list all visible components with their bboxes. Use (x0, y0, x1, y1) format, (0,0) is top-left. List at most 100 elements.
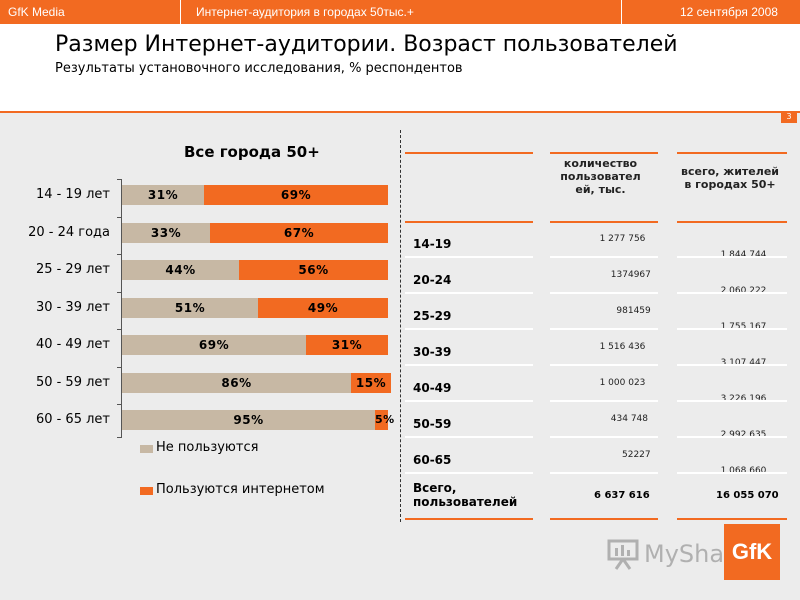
row-divider (677, 328, 787, 330)
brand-label: GfK Media (8, 5, 65, 19)
bar-not-using: 44% (122, 260, 239, 280)
chart-y-axis (121, 180, 122, 438)
slide-title: Размер Интернет-аудитории. Возраст польз… (55, 32, 678, 57)
category-label: 40 - 49 лет (35, 337, 110, 352)
table-rule (405, 221, 533, 223)
row-divider (550, 256, 658, 258)
bar-not-using: 86% (122, 373, 351, 393)
category-label: 30 - 39 лет (35, 300, 110, 315)
bar-not-using: 95% (122, 410, 375, 430)
population-column-header: всего, жителей в городах 50+ (681, 165, 779, 191)
top-bar: GfK Media Интернет-аудитория в городах 5… (0, 0, 800, 24)
axis-tick (117, 217, 122, 218)
row-divider (677, 364, 787, 366)
axis-tick (117, 367, 122, 368)
table-rule (677, 152, 787, 154)
legend-label-using: Пользуются интернетом (156, 482, 325, 497)
population-cell: 1 755 167 (720, 322, 767, 332)
population-cell: 1 068 660 (720, 466, 767, 476)
users-cell: 52227 (622, 450, 651, 460)
row-divider (550, 436, 658, 438)
row-label: 50-59 (413, 417, 452, 431)
axis-tick (117, 179, 122, 180)
bar-using: 15% (351, 373, 391, 393)
table-rule (550, 518, 658, 520)
bar-using: 49% (258, 298, 388, 318)
total-label: Всего, пользователей (413, 481, 518, 509)
legend-swatch-using (140, 487, 153, 495)
population-cell: 1 844 744 (720, 250, 767, 260)
date-label: 12 сентября 2008 (680, 5, 778, 19)
users-cell: 1 277 756 (599, 234, 646, 244)
axis-tick (117, 254, 122, 255)
category-label: 14 - 19 лет (35, 187, 110, 202)
population-cell: 2 992 635 (720, 430, 767, 440)
bar-using: 67% (210, 223, 388, 243)
row-divider (677, 400, 787, 402)
users-cell: 434 748 (610, 414, 649, 424)
row-divider (405, 472, 533, 474)
category-label: 20 - 24 года (28, 225, 110, 240)
row-divider (677, 472, 787, 474)
section-label: Интернет-аудитория в городах 50тыс.+ (196, 5, 414, 19)
dashed-divider (400, 130, 401, 522)
population-cell: 2 060 222 (720, 286, 767, 296)
row-divider (405, 436, 533, 438)
row-label: 20-24 (413, 273, 452, 287)
row-label: 30-39 (413, 345, 452, 359)
bar-not-using: 33% (122, 223, 210, 243)
users-column-header: количество пользовател ей, тыс. (560, 157, 641, 196)
row-divider (405, 400, 533, 402)
table-rule (550, 221, 658, 223)
row-divider (550, 328, 658, 330)
top-bar-separator (621, 0, 622, 24)
axis-tick (117, 329, 122, 330)
category-label: 50 - 59 лет (35, 375, 110, 390)
bar-using: 56% (239, 260, 388, 280)
row-label: 14-19 (413, 237, 452, 251)
table-rule (677, 221, 787, 223)
slide-subtitle: Результаты установочного исследования, %… (55, 61, 463, 76)
row-divider (677, 256, 787, 258)
row-divider (550, 364, 658, 366)
row-divider (405, 256, 533, 258)
population-cell: 3 107 447 (720, 358, 767, 368)
users-cell: 1374967 (610, 270, 651, 280)
bar-not-using: 51% (122, 298, 258, 318)
table-rule (677, 518, 787, 520)
axis-tick (117, 292, 122, 293)
table-rule (405, 518, 533, 520)
bar-not-using: 31% (122, 185, 204, 205)
users-cell: 1 516 436 (599, 342, 646, 352)
legend-swatch-not-using (140, 445, 153, 453)
row-divider (550, 292, 658, 294)
row-label: 40-49 (413, 381, 452, 395)
table-rule (550, 152, 658, 154)
row-divider (677, 292, 787, 294)
category-label: 25 - 29 лет (35, 262, 110, 277)
page-number: 3 (781, 111, 797, 123)
top-bar-separator (180, 0, 181, 24)
row-divider (677, 436, 787, 438)
gfk-logo: GfK (724, 524, 780, 580)
title-underline (0, 111, 800, 113)
bar-using: 69% (204, 185, 388, 205)
title-area (0, 24, 800, 112)
bar-using: 5% (375, 410, 394, 430)
bar-using: 31% (306, 335, 388, 355)
total-population-value: 16 055 070 (716, 490, 779, 501)
axis-tick (117, 437, 122, 438)
bar-not-using: 69% (122, 335, 306, 355)
axis-tick (117, 404, 122, 405)
row-divider (405, 328, 533, 330)
row-label: 25-29 (413, 309, 452, 323)
table-rule (405, 152, 533, 154)
presentation-board-icon (607, 539, 639, 570)
population-cell: 3 226 196 (720, 394, 767, 404)
row-label: 60-65 (413, 453, 452, 467)
category-label: 60 - 65 лет (35, 412, 110, 427)
row-divider (550, 400, 658, 402)
row-divider (550, 472, 658, 474)
total-users-value: 6 637 616 (594, 490, 650, 501)
row-divider (405, 292, 533, 294)
